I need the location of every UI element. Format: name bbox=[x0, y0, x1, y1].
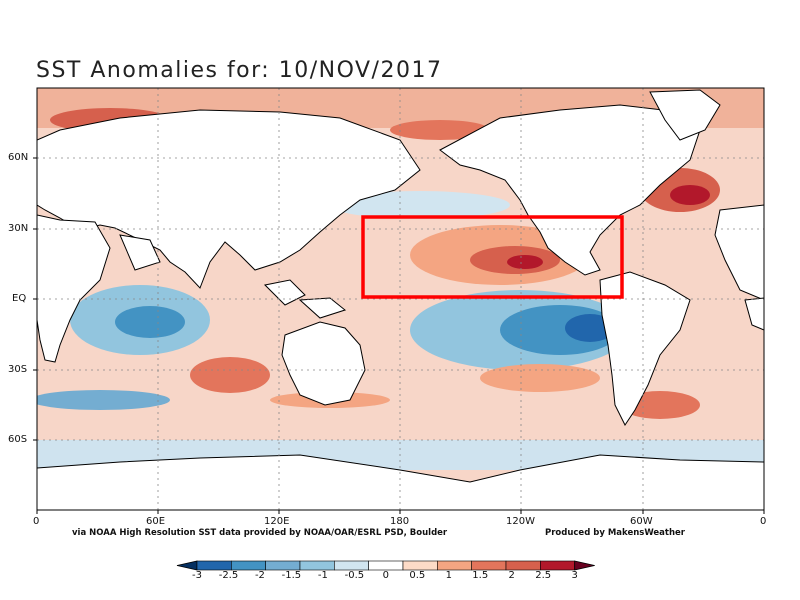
lon-label-180: 180 bbox=[390, 516, 410, 527]
colorbar-swatch bbox=[231, 560, 266, 571]
colorbar-swatch bbox=[265, 560, 301, 571]
colorbar-swatch bbox=[471, 560, 507, 571]
colorbar-tick-label: 2 bbox=[508, 570, 515, 581]
colorbar-swatch bbox=[196, 560, 232, 571]
colorbar-min-arrow bbox=[176, 560, 198, 571]
colorbar-swatch bbox=[540, 560, 575, 571]
gridlines bbox=[37, 88, 764, 510]
colorbar-swatch bbox=[402, 560, 438, 571]
colorbar-tick-label: 1 bbox=[445, 570, 452, 581]
colorbar-tick-label: 0.5 bbox=[409, 570, 426, 581]
lon-label-120e: 120E bbox=[264, 516, 290, 527]
lat-label-eq: EQ bbox=[12, 293, 27, 304]
colorbar-swatch bbox=[505, 560, 541, 571]
colorbar-swatch bbox=[334, 560, 369, 571]
colorbar-tick-label: -3 bbox=[192, 570, 202, 581]
colorbar-tick-label: -1 bbox=[317, 570, 328, 581]
colorbar-swatch bbox=[299, 560, 335, 571]
lon-label-120w: 120W bbox=[506, 516, 535, 527]
lat-label-30s: 30S bbox=[8, 364, 28, 375]
colorbar-max-arrow bbox=[574, 560, 595, 571]
tick-marks bbox=[33, 157, 765, 514]
colorbar-tick-label: -2 bbox=[254, 570, 265, 581]
land bbox=[37, 89, 764, 510]
lat-label-30n: 30N bbox=[8, 223, 29, 234]
lon-label-60w: 60W bbox=[630, 516, 653, 527]
lon-label-60e: 60E bbox=[146, 516, 166, 527]
colorbar bbox=[176, 560, 595, 571]
colorbar-swatch bbox=[368, 560, 404, 571]
producer-credit: Produced by MakensWeather bbox=[545, 528, 685, 538]
map-title: SST Anomalies for: 10/NOV/2017 bbox=[36, 58, 443, 83]
colorbar-tick-label: 0 bbox=[382, 570, 390, 581]
colorbar-tick-label: 2.5 bbox=[535, 570, 552, 581]
highlight-box bbox=[361, 215, 624, 299]
colorbar-swatch bbox=[437, 560, 472, 571]
lat-label-60n: 60N bbox=[8, 152, 29, 163]
lat-label-60s: 60S bbox=[8, 434, 28, 445]
colorbar-tick-label: 1.5 bbox=[472, 570, 489, 581]
colorbar-tick-label: -1.5 bbox=[281, 570, 302, 581]
colorbar-tick-label: 3 bbox=[571, 570, 578, 581]
colorbar-tick-label: -2.5 bbox=[218, 570, 239, 581]
lon-label-0-left: 0 bbox=[33, 516, 40, 527]
colorbar-tick-label: -0.5 bbox=[344, 570, 365, 581]
data-source-credit: via NOAA High Resolution SST data provid… bbox=[72, 528, 448, 538]
lon-label-0-right: 0 bbox=[760, 516, 767, 527]
